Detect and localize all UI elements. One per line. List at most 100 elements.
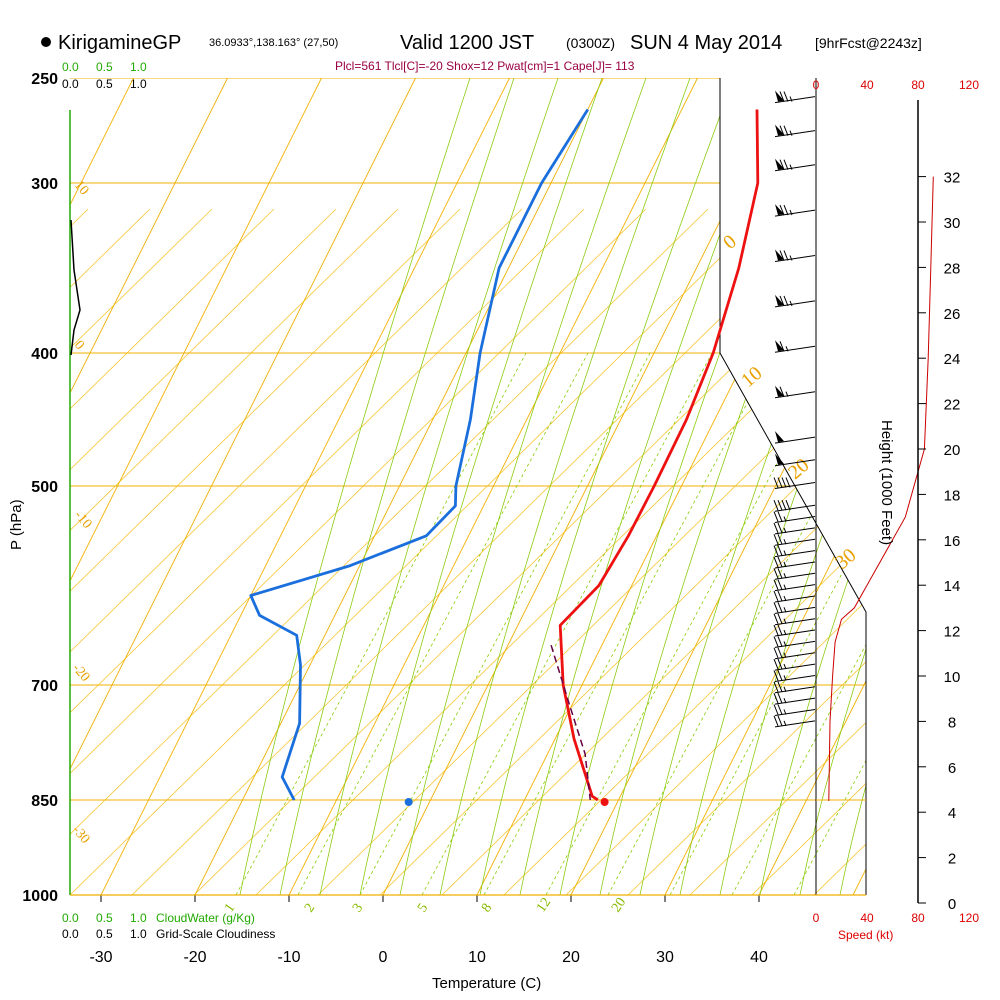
temp-label-40: 40 (750, 949, 768, 966)
pressure-label-700: 700 (31, 678, 58, 695)
wind-barb-21 (774, 453, 816, 467)
temp-label--20: -20 (183, 949, 206, 966)
sounding-series (249, 108, 760, 806)
moist-adiabat-6 (479, 78, 735, 896)
wind-barb-0 (773, 715, 816, 728)
wind-barb-20 (773, 477, 816, 489)
wind-barb-22 (774, 431, 816, 444)
height-label-8: 8 (948, 714, 956, 731)
station-coords: 36.0933°,138.163° (27,50) (209, 37, 338, 49)
speed-label-bottom-0: 0 (813, 911, 820, 925)
wind-barb-9 (773, 613, 816, 626)
dry-adiabat--3 (70, 208, 585, 714)
wind-barb-8 (773, 624, 816, 637)
height-label-10: 10 (944, 669, 961, 686)
x-axis-title: Temperature (C) (432, 975, 541, 992)
moist-adiabat-11 (679, 299, 866, 896)
mixing-ratio-2 (359, 352, 651, 896)
moist-adiabat-3 (359, 78, 603, 896)
speed-profile (828, 176, 934, 801)
wind-barb-15 (773, 545, 816, 558)
valid-zulu: (0300Z) (566, 35, 615, 51)
mixing-ratio-label-2: 3 (350, 901, 366, 915)
indices-line: Plcl=561 Tlcl[C]=-20 Shox=12 Pwat[cm]=1 … (335, 59, 635, 73)
isotherm--50 (70, 78, 322, 583)
isotherm-30 (664, 491, 866, 896)
temp-label-10: 10 (468, 949, 486, 966)
mixing-ratio-8 (731, 643, 866, 896)
isotherm-label-2: -10 (71, 508, 94, 532)
moist-adiabat-1 (279, 78, 515, 896)
wind-barb-26 (774, 249, 816, 262)
height-label-16: 16 (944, 533, 961, 550)
dry-adiabat--1 (70, 208, 709, 835)
dry-adiabat-6 (441, 478, 866, 896)
height-label-12: 12 (944, 624, 961, 641)
mixing-ratio-3 (421, 352, 713, 896)
height-axis-title: Height (1000 Feet) (878, 420, 895, 545)
wind-barb-1 (773, 704, 816, 716)
cloud-scale-bottom-black-1: 0.5 (96, 927, 113, 941)
height-label-22: 22 (944, 397, 961, 414)
height-label-20: 20 (944, 442, 961, 459)
mixing-ratio-label-3: 5 (415, 901, 431, 915)
cloud-scale-top-black-0: 0.0 (62, 77, 79, 91)
wind-barb-3 (773, 681, 816, 694)
speed-label-top-80: 80 (911, 78, 925, 92)
mixing-ratio-7 (669, 527, 866, 896)
speed-label-bottom-80: 80 (911, 911, 925, 925)
cloud-scale-top-black-1: 0.5 (96, 77, 113, 91)
wind-barb-23 (774, 385, 816, 399)
moist-adiabat-5 (439, 78, 691, 896)
isotherm--30 (100, 78, 510, 896)
cloud-scale-bottom-black-2: 1.0 (130, 927, 147, 941)
wind-barb-13 (773, 568, 816, 580)
cloud-scale-bottom-green-1: 0.5 (96, 911, 113, 925)
pressure-label-300: 300 (31, 176, 58, 193)
isotherm--60 (70, 78, 228, 395)
pressure-label-1000: 1000 (22, 888, 58, 905)
temp-label--30: -30 (89, 949, 112, 966)
dry-adiabat-5 (379, 418, 866, 896)
height-label-14: 14 (944, 578, 961, 595)
mixing-ratio-0 (235, 352, 527, 896)
mixing-ratio-9 (793, 759, 866, 896)
cloudwater-label: CloudWater (g/Kg) (156, 911, 255, 925)
dry-adiabat--7 (70, 208, 337, 471)
frame-edge (719, 78, 867, 895)
isotherm-20 (570, 303, 866, 896)
valid-date: SUN 4 May 2014 (630, 32, 782, 54)
wind-barb-14 (773, 556, 816, 569)
height-label-26: 26 (944, 306, 961, 323)
wind-barb-11 (773, 590, 816, 603)
cloud-scale-top-green-2: 1.0 (130, 60, 147, 74)
wind-barb-7 (773, 636, 816, 648)
height-label-18: 18 (944, 487, 961, 504)
dry-adiabat--2 (70, 208, 647, 775)
valid-time: Valid 1200 JST (400, 32, 534, 54)
isotherm-label-3: -20 (69, 661, 92, 685)
wind-barb-2 (773, 692, 816, 705)
mixing-ratio-4 (483, 352, 775, 896)
wind-barb-10 (773, 602, 816, 614)
dry-adiabat-4 (317, 357, 866, 896)
moist-adiabat-14 (799, 647, 866, 896)
surface-temp-dot (600, 798, 609, 806)
mixing-ratio-label-4: 8 (479, 901, 495, 915)
speed-label-top-40: 40 (860, 78, 874, 92)
dry-adiabat--12 (0, 209, 26, 895)
moist-adiabat-4 (399, 78, 647, 896)
temp-label-20: 20 (562, 949, 580, 966)
wind-barb-18 (773, 511, 816, 524)
wind-barb-27 (774, 204, 816, 217)
wind-barb-12 (773, 579, 816, 592)
mixing-ratio-label-1: 2 (302, 901, 318, 915)
cloud-scale-top-green-1: 0.5 (96, 60, 113, 74)
temp-label-0: 0 (379, 949, 388, 966)
speed-line (828, 176, 934, 801)
dry-adiabat-1 (131, 208, 833, 896)
wind-barb-24 (774, 340, 816, 353)
cloud-scale-top-black-2: 1.0 (130, 77, 147, 91)
moist-adiabat-0 (239, 78, 471, 896)
